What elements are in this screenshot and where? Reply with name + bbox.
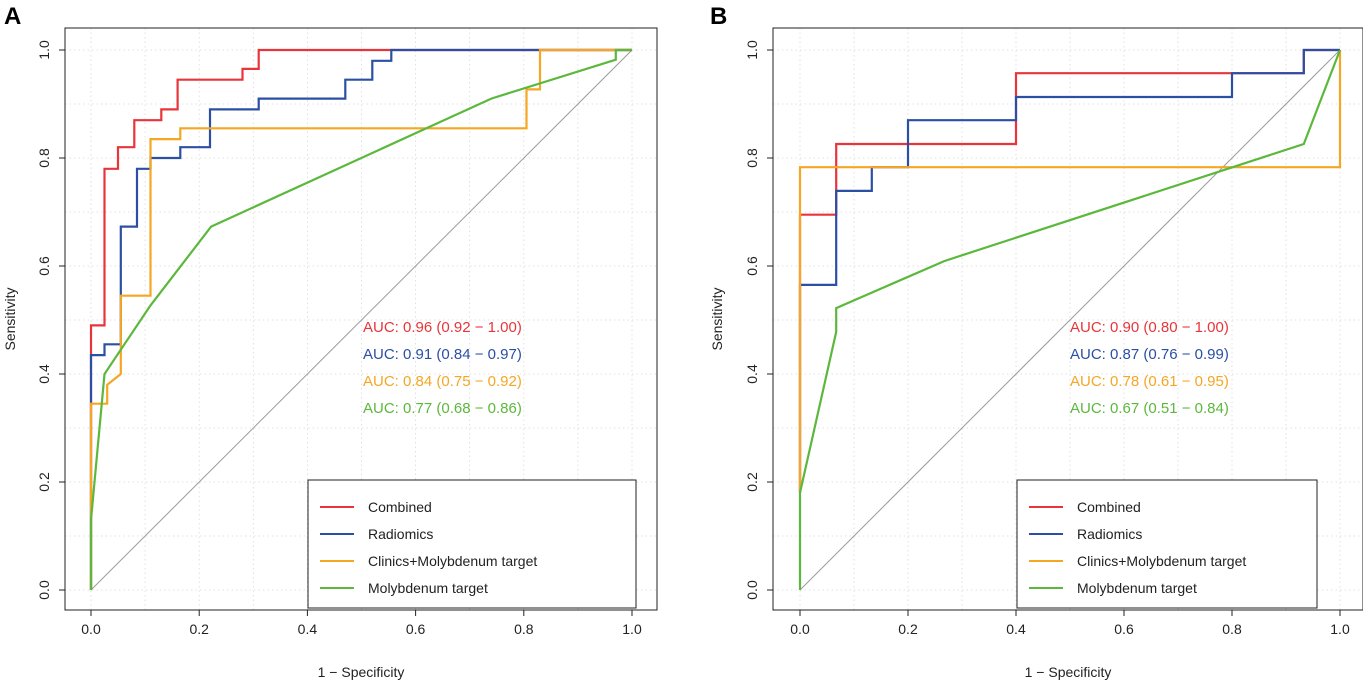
roc-line-combined [89, 48, 632, 590]
panel-letter: B [710, 3, 727, 30]
legend-box [307, 479, 637, 609]
reference-diagonal [90, 49, 633, 591]
plot-frame [64, 27, 658, 611]
auc-label: AUC: 0.91 (0.84 − 0.97) [363, 346, 522, 363]
x-tick-label: 0.0 [81, 621, 101, 637]
roc-line-molybdenum-target [798, 49, 1342, 590]
y-tick-label: 0.6 [744, 256, 760, 276]
panel-letter: A [4, 3, 21, 30]
x-tick-label: 0.4 [1006, 621, 1026, 637]
roc-line-radiomics [89, 48, 632, 590]
auc-label: AUC: 0.87 (0.76 − 0.99) [1070, 346, 1229, 363]
y-tick-label: 0.4 [744, 364, 760, 384]
y-tick-label: 0.8 [36, 148, 52, 168]
reference-diagonal [799, 49, 1341, 591]
y-tick-label: 0.4 [36, 364, 52, 384]
x-tick-label: 0.2 [898, 621, 918, 637]
x-axis-title: 1 − Specificity [1025, 664, 1112, 680]
auc-label: AUC: 0.84 (0.75 − 0.92) [363, 373, 522, 390]
auc-label: AUC: 0.90 (0.80 − 1.00) [1070, 319, 1229, 336]
x-tick-label: 1.0 [622, 621, 642, 637]
roc-panel-a: A 0.0 0.2 0.4 0.6 0.8 1.0 0.0 0.2 0.4 0.6 0.8 1.0 1 −… [2, 3, 658, 680]
legend-label: Radiomics [1077, 526, 1142, 542]
plot-frame [772, 27, 1363, 611]
x-tick-label: 0.4 [298, 621, 318, 637]
roc-line-clinics-molybdenum-target [798, 50, 1342, 493]
y-axis-title: Sensitivity [2, 287, 18, 350]
y-tick-label: 0.0 [744, 580, 760, 600]
y-tick-label: 0.2 [36, 472, 52, 492]
roc-panel-b: B 0.0 0.2 0.4 0.6 0.8 1.0 0.0 0.2 0.4 0.6 0.8 1.0 1 −… [709, 3, 1363, 680]
series-lines [89, 48, 632, 590]
y-tick-label: 0.2 [744, 472, 760, 492]
roc-line-molybdenum-target [89, 48, 632, 590]
auc-label: AUC: 0.77 (0.68 − 0.86) [363, 400, 522, 417]
legend-label: Combined [1077, 499, 1141, 515]
x-axis-title: 1 − Specificity [318, 664, 405, 680]
y-tick-label: 0.0 [36, 580, 52, 600]
legend-label: Radiomics [368, 526, 433, 542]
legend-label: Molybdenum target [1077, 580, 1197, 596]
legend: Combined Radiomics Clinics+Molybdenum targ… [307, 479, 637, 609]
legend: Combined Radiomics Clinics+Molybdenum targ… [1016, 479, 1318, 609]
x-tick-label: 0.8 [514, 621, 534, 637]
roc-line-clinics-molybdenum-target [89, 48, 632, 590]
y-axis-title: Sensitivity [709, 287, 725, 350]
legend-label: Clinics+Molybdenum target [368, 553, 537, 569]
y-tick-label: 0.6 [36, 256, 52, 276]
legend-label: Combined [368, 499, 432, 515]
x-tick-label: 0.6 [406, 621, 426, 637]
x-tick-label: 0.2 [189, 621, 209, 637]
roc-line-radiomics [798, 48, 1340, 493]
auc-label: AUC: 0.96 (0.92 − 1.00) [363, 319, 522, 336]
legend-label: Clinics+Molybdenum target [1077, 553, 1246, 569]
x-tick-label: 1.0 [1330, 621, 1350, 637]
x-tick-label: 0.8 [1222, 621, 1242, 637]
y-tick-label: 1.0 [36, 40, 52, 60]
y-tick-label: 1.0 [744, 40, 760, 60]
legend-label: Molybdenum target [368, 580, 488, 596]
auc-label: AUC: 0.67 (0.51 − 0.84) [1070, 400, 1229, 417]
y-tick-label: 0.8 [744, 148, 760, 168]
x-tick-label: 0.0 [790, 621, 810, 637]
series-lines [798, 48, 1342, 590]
auc-label: AUC: 0.78 (0.61 − 0.95) [1070, 373, 1229, 390]
legend-box [1016, 479, 1318, 609]
x-tick-label: 0.6 [1114, 621, 1134, 637]
